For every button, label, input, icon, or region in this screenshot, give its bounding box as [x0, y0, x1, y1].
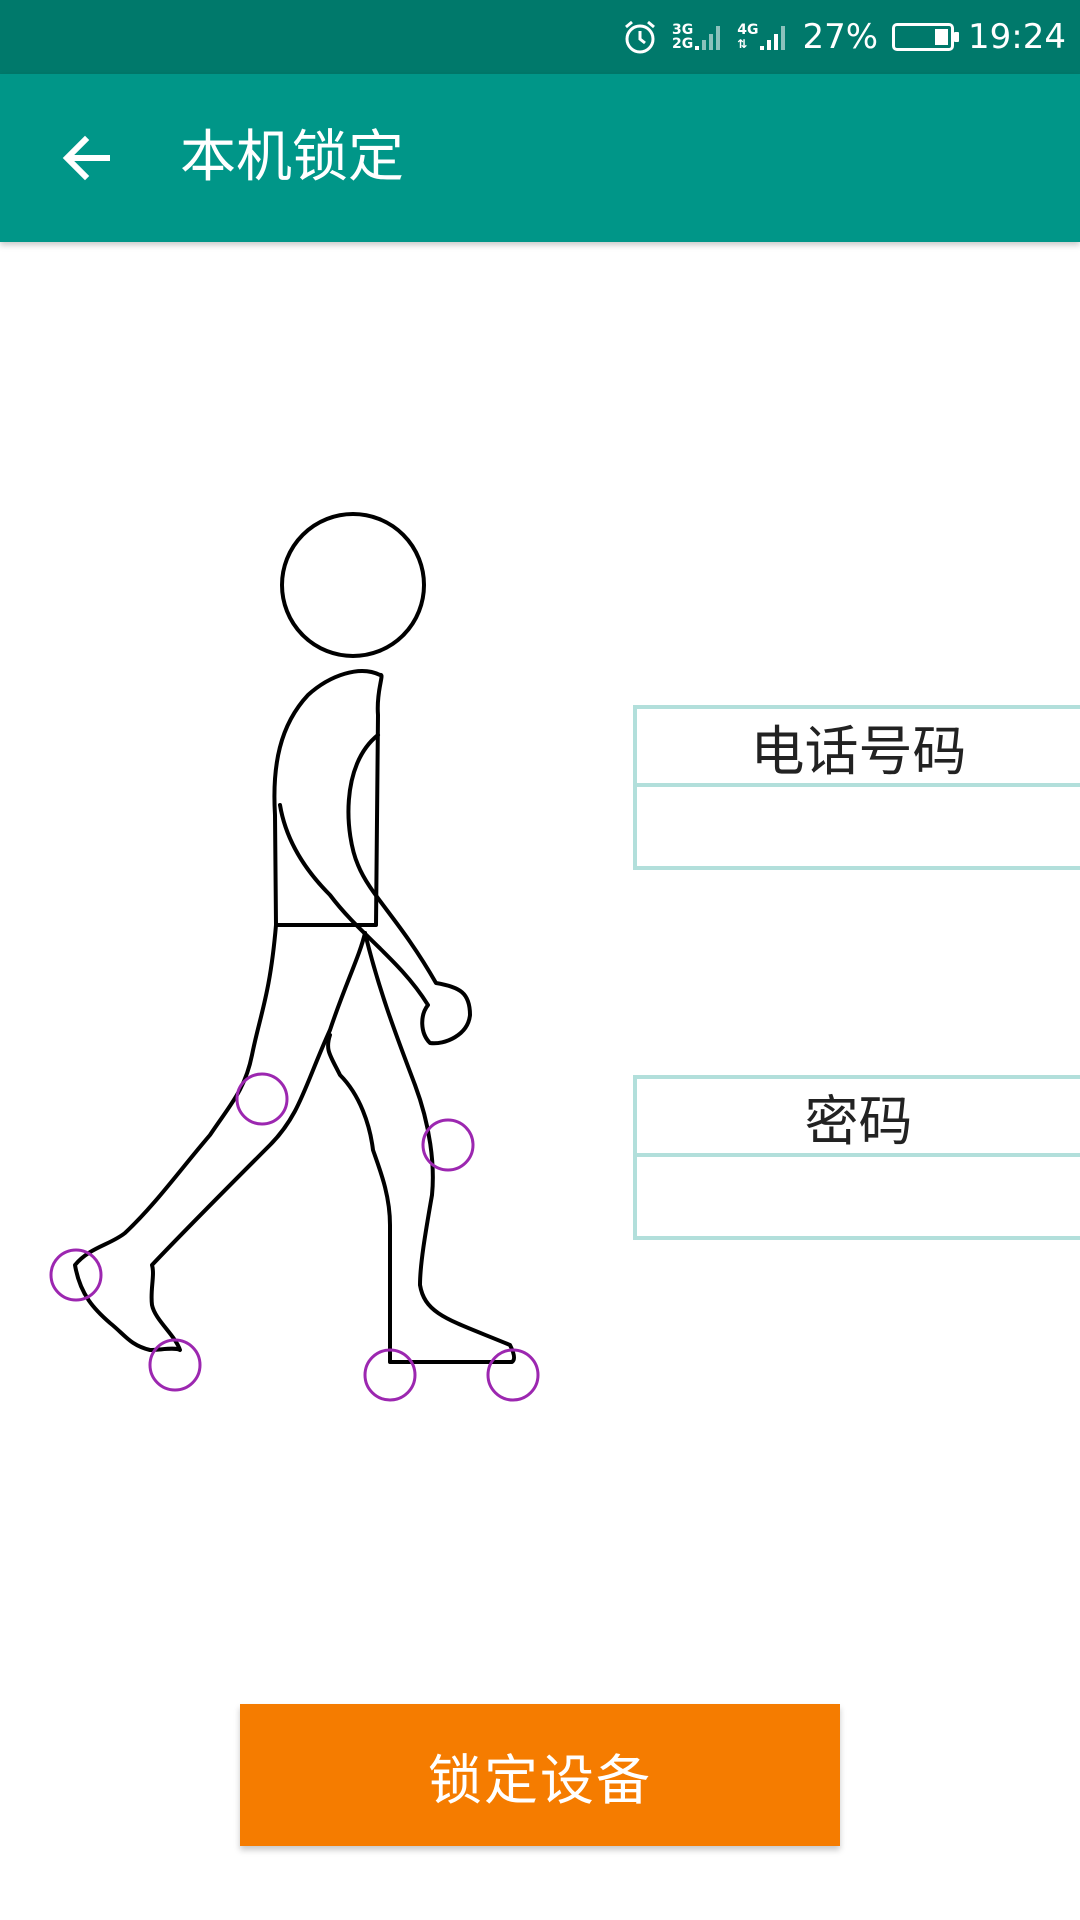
- network-4g-label: 4G: [737, 22, 759, 38]
- signal-icon-4g: 4G ⇅: [737, 22, 788, 52]
- knee-marker-front: [421, 1118, 475, 1172]
- page-title: 本机锁定: [180, 125, 404, 190]
- status-icons: 3G 2G 4G ⇅ 27%: [622, 0, 1066, 74]
- password-label: 密码: [637, 1079, 1080, 1157]
- toe-marker-front: [486, 1348, 540, 1402]
- phone-label: 电话号码: [637, 709, 1080, 787]
- app-bar: 本机锁定: [0, 74, 1080, 242]
- alarm-icon: [622, 19, 658, 55]
- clock: 19:24: [968, 17, 1066, 57]
- phone-input[interactable]: [637, 791, 1080, 866]
- knee-marker-back: [235, 1072, 289, 1126]
- heel-marker-front: [363, 1348, 417, 1402]
- figure-front-leg: [326, 931, 517, 1364]
- phone-field-group: 电话号码: [633, 705, 1080, 870]
- battery-icon: [892, 23, 960, 51]
- signal-icon-3g2g: 3G 2G: [672, 22, 723, 52]
- status-bar: 3G 2G 4G ⇅ 27%: [0, 0, 1080, 74]
- figure-arm: [278, 733, 472, 1046]
- arrow-left-icon: [62, 135, 110, 181]
- walking-person-icon: [49, 512, 540, 1402]
- back-button[interactable]: [44, 116, 128, 200]
- figure-back-leg: [73, 923, 367, 1352]
- network-3g-label: 3G: [671, 22, 694, 38]
- network-2g-label: 2G: [671, 36, 694, 52]
- battery-percent: 27%: [802, 17, 879, 57]
- figure-head: [280, 512, 426, 658]
- battery-fill: [934, 29, 949, 45]
- figure-torso: [272, 669, 384, 927]
- toe-marker-back: [148, 1338, 202, 1392]
- heel-marker-back: [49, 1248, 103, 1302]
- password-field-group: 密码: [633, 1075, 1080, 1240]
- lock-device-button[interactable]: 锁定设备: [240, 1704, 840, 1846]
- password-input[interactable]: [637, 1161, 1080, 1236]
